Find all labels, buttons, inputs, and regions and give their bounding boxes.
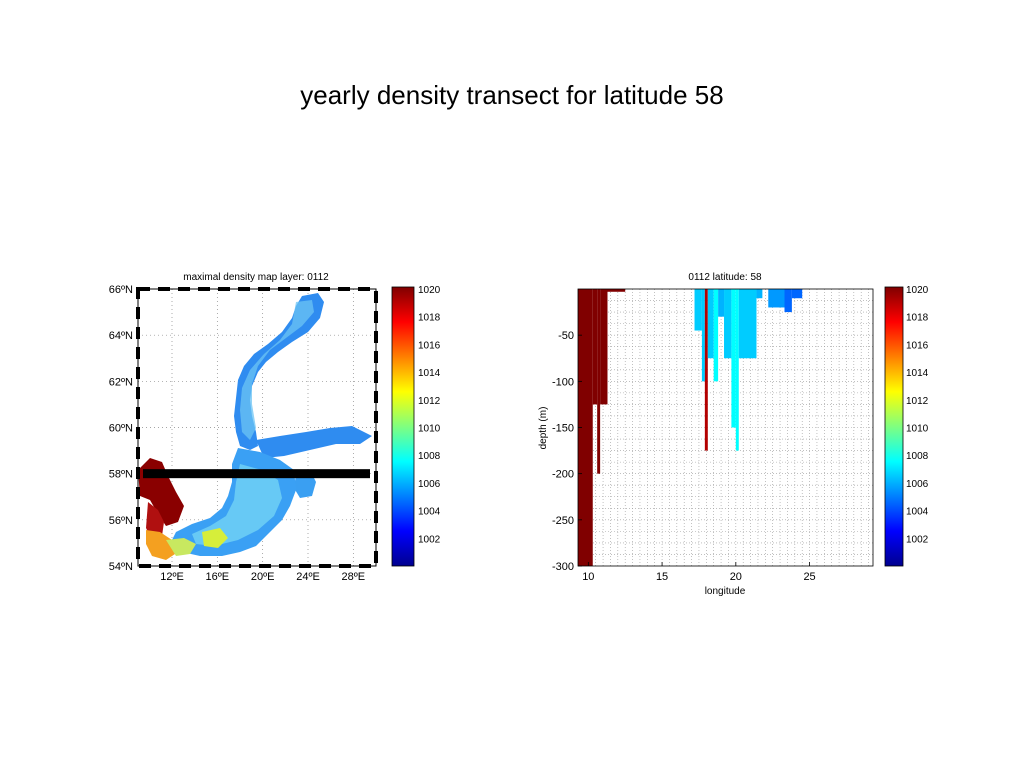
colorbar-tick-label: 1010 [418, 424, 441, 435]
southern-baltic-yellow [202, 528, 228, 548]
transect-density-column [597, 289, 601, 474]
colorbar-tick-label: 1010 [906, 424, 929, 435]
transect-density-column [704, 289, 708, 451]
transect-density-column [731, 289, 736, 428]
transect-panel: 0112 latitude: 58 10 15 20 25 -50 -100 -150 -2… [538, 272, 874, 597]
colorbar-tick-label: 1006 [906, 479, 929, 490]
map-x-tick-label: 20ºE [251, 571, 275, 583]
transect-density-column [768, 289, 785, 308]
transect-density-column [791, 289, 803, 299]
map-colorbar-ticks: 1002 1004 1006 1008 1010 1012 1014 1016 1018 1020 [418, 285, 441, 545]
transect-density-column [724, 289, 732, 359]
transect-density-column [756, 289, 763, 299]
colorbar-tick-label: 1008 [418, 451, 441, 462]
transect-density-column [707, 289, 714, 359]
map-y-tick-label: 62ºN [109, 376, 133, 388]
colorbar-tick-label: 1004 [418, 507, 441, 518]
colorbar-tick-label: 1002 [418, 534, 441, 545]
baltic-sea-field [138, 293, 372, 560]
transect-density-column [592, 289, 598, 405]
transect-x-axis-label: longitude [705, 586, 746, 597]
colorbar-tick-label: 1012 [906, 396, 929, 407]
map-y-tick-label: 56ºN [109, 515, 133, 527]
bothnian-basin [234, 293, 324, 450]
transect-y-tick-label: -100 [552, 376, 574, 388]
bothnian-basin-shade [240, 300, 314, 440]
transect-density-column [784, 289, 792, 313]
colorbar-tick-label: 1006 [418, 479, 441, 490]
transect-x-tick-label: 25 [803, 571, 815, 583]
page-title: yearly density transect for latitude 58 [300, 80, 724, 110]
transect-y-tick-labels: -50 -100 -150 -200 -250 -300 [552, 330, 582, 573]
map-x-tick-label: 24ºE [296, 571, 320, 583]
gulf-of-finland [256, 426, 372, 458]
map-panel: maximal density map layer: 0112 12ºE 16ºE [109, 272, 378, 583]
transect-y-tick-label: -50 [558, 330, 574, 342]
map-colorbar-scale [391, 286, 415, 567]
transect-x-tick-labels: 10 15 20 25 [582, 562, 816, 583]
transect-y-tick-label: -200 [552, 469, 574, 481]
transect-density-column [718, 289, 725, 317]
transect-y-tick-label: -300 [552, 561, 574, 573]
transect-density-column [701, 289, 705, 382]
transect-x-tick-label: 10 [582, 571, 594, 583]
kattegat [146, 502, 164, 540]
colorbar-tick-label: 1014 [418, 368, 441, 379]
colorbar-tick-label: 1016 [418, 340, 441, 351]
transect-colorbar: 1002 1004 1006 1008 1010 1012 1014 1016 1018 1020 [884, 285, 929, 567]
map-y-tick-label: 58ºN [109, 469, 133, 481]
colorbar-tick-label: 1020 [418, 285, 441, 296]
map-y-tick-label: 66ºN [109, 284, 133, 296]
map-y-tick-label: 60ºN [109, 423, 133, 435]
colorbar-tick-label: 1002 [906, 534, 929, 545]
transect-density-column [607, 289, 626, 292]
transect-y-axis-label: depth (m) [538, 407, 549, 450]
map-x-tick-label: 16ºE [206, 571, 230, 583]
transect-line-58n [143, 469, 370, 479]
transect-title: 0112 latitude: 58 [688, 272, 762, 283]
transect-x-tick-label: 20 [730, 571, 742, 583]
map-x-tick-labels: 12ºE 16ºE 20ºE 24ºE 28ºE [160, 571, 365, 583]
arkona-basin [166, 538, 196, 556]
transect-colorbar-ticks: 1002 1004 1006 1008 1010 1012 1014 1016 1018 1020 [906, 285, 929, 545]
map-y-tick-labels: 54ºN 56ºN 58ºN 60ºN 62ºN 64ºN 66ºN [109, 284, 133, 573]
colorbar-tick-label: 1008 [906, 451, 929, 462]
map-frame-inner [137, 288, 377, 567]
colorbar-tick-label: 1012 [418, 396, 441, 407]
baltic-proper-shade [192, 464, 282, 546]
belt-sea [146, 530, 178, 560]
transect-density-column [578, 289, 593, 566]
colorbar-tick-label: 1018 [906, 313, 929, 324]
map-y-tick-label: 64ºN [109, 330, 133, 342]
transect-density-column [735, 289, 739, 451]
transect-x-tick-label: 15 [656, 571, 668, 583]
transect-density-column [694, 289, 702, 331]
transect-y-tick-label: -250 [552, 515, 574, 527]
map-y-tick-label: 54ºN [109, 561, 133, 573]
colorbar-tick-label: 1018 [418, 313, 441, 324]
colorbar-tick-label: 1004 [906, 507, 929, 518]
transect-density-columns [578, 289, 803, 566]
colorbar-tick-label: 1014 [906, 368, 929, 379]
colorbar-tick-label: 1020 [906, 285, 929, 296]
transect-density-column [600, 289, 608, 405]
transect-density-column [713, 289, 719, 382]
map-colorbar: 1002 1004 1006 1008 1010 1012 1014 1016 1018 1020 [391, 285, 441, 567]
transect-y-tick-label: -150 [552, 423, 574, 435]
transect-density-column [738, 289, 757, 359]
colorbar-tick-label: 1016 [906, 340, 929, 351]
map-title: maximal density map layer: 0112 [183, 272, 329, 283]
map-x-tick-label: 28ºE [342, 571, 366, 583]
map-x-tick-label: 12ºE [160, 571, 184, 583]
transect-colorbar-scale [884, 286, 904, 567]
